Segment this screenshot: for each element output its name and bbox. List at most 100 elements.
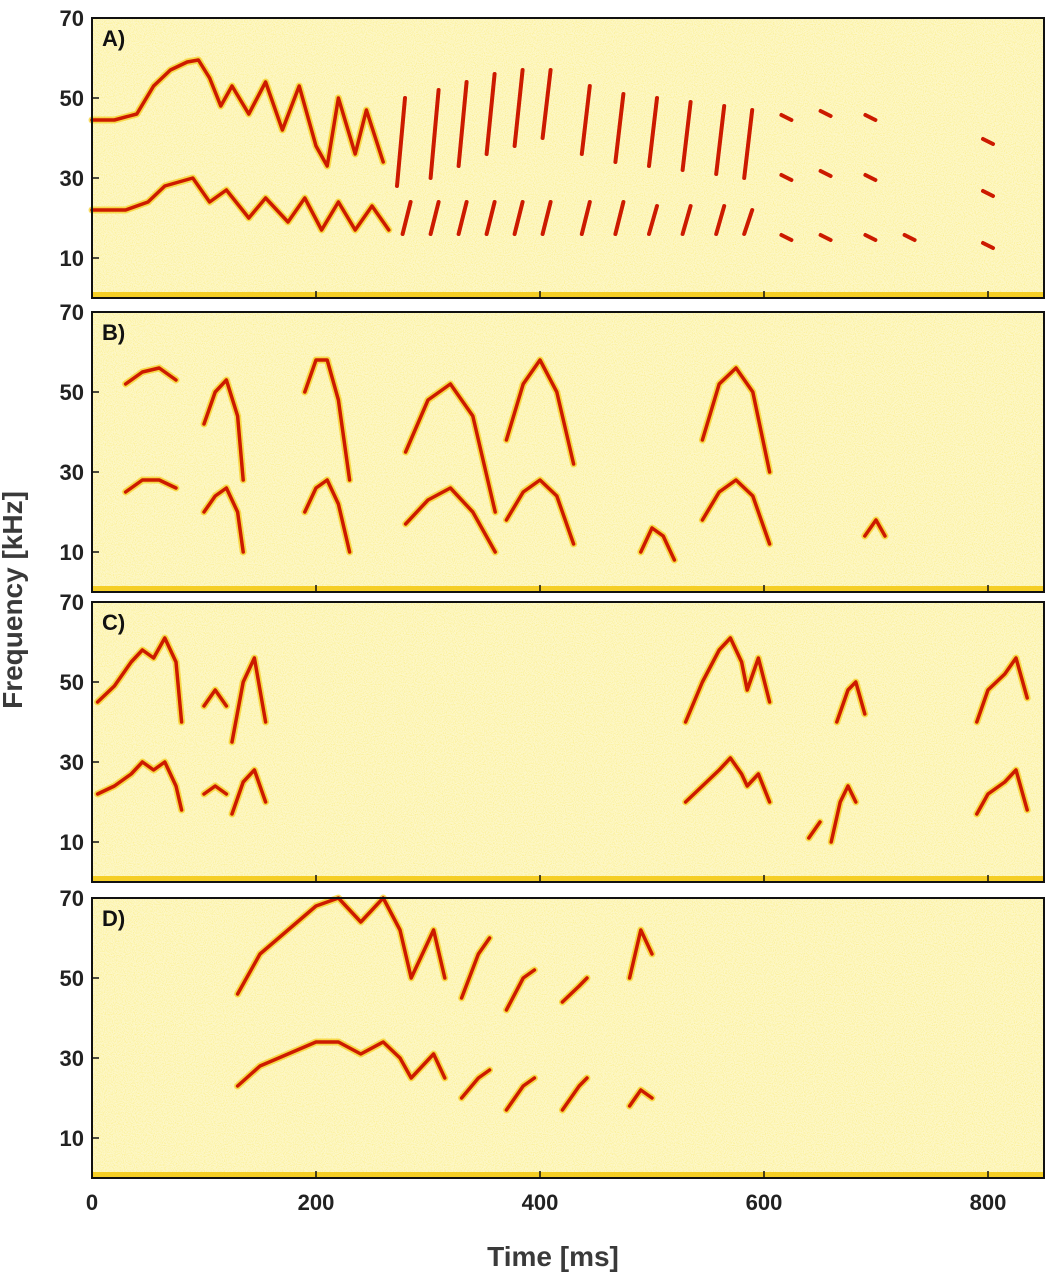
call-contour bbox=[627, 1088, 654, 1108]
y-tick-label: 50 bbox=[60, 380, 84, 405]
call-contour bbox=[504, 358, 576, 466]
call-segment bbox=[742, 208, 755, 236]
y-tick-label: 70 bbox=[60, 590, 84, 615]
call-contour bbox=[202, 688, 229, 708]
call-dot bbox=[981, 137, 995, 146]
call-segment bbox=[579, 200, 592, 236]
call-contour bbox=[975, 768, 1029, 816]
call-contour bbox=[235, 1040, 447, 1088]
call-contour bbox=[303, 478, 352, 554]
call-contour bbox=[202, 784, 229, 796]
call-contour bbox=[303, 358, 352, 482]
y-tick-label: 10 bbox=[60, 540, 84, 565]
noise-texture bbox=[92, 602, 1044, 882]
call-segment bbox=[512, 200, 525, 236]
low-frequency-band bbox=[92, 292, 1044, 298]
call-segment bbox=[742, 108, 755, 180]
panel-label: D) bbox=[102, 906, 125, 931]
call-segment bbox=[540, 200, 553, 236]
panel-frame bbox=[91, 17, 1045, 299]
call-contour bbox=[975, 656, 1029, 724]
call-contour bbox=[683, 636, 772, 724]
call-contour bbox=[403, 382, 497, 514]
y-tick-label: 70 bbox=[60, 6, 84, 31]
y-tick-label: 10 bbox=[60, 830, 84, 855]
y-tick-label: 50 bbox=[60, 670, 84, 695]
call-contour bbox=[202, 486, 245, 554]
call-segment bbox=[395, 96, 407, 188]
call-dot bbox=[863, 233, 878, 242]
call-dot bbox=[779, 113, 794, 122]
call-dot bbox=[863, 173, 878, 182]
call-segment bbox=[428, 88, 441, 180]
y-tick-label: 30 bbox=[60, 1046, 84, 1071]
panel-frame bbox=[91, 311, 1045, 593]
noise-texture bbox=[92, 18, 1044, 298]
call-contour bbox=[123, 366, 178, 386]
call-contour bbox=[403, 486, 497, 554]
call-segment bbox=[647, 204, 659, 236]
x-tick-label: 0 bbox=[86, 1190, 98, 1215]
panel-frame bbox=[91, 897, 1045, 1179]
y-tick-label: 10 bbox=[60, 1126, 84, 1151]
low-frequency-band bbox=[92, 586, 1044, 592]
panel-label: C) bbox=[102, 610, 125, 635]
call-contour bbox=[835, 680, 867, 724]
call-contour bbox=[90, 58, 385, 168]
call-segment bbox=[613, 92, 626, 164]
call-dot bbox=[779, 173, 794, 182]
panel-frame bbox=[91, 601, 1045, 883]
y-axis-label: Frequency [kHz] bbox=[0, 491, 28, 709]
y-tick-label: 70 bbox=[60, 886, 84, 911]
y-tick-label: 30 bbox=[60, 460, 84, 485]
call-segment bbox=[456, 200, 469, 236]
x-tick-label: 800 bbox=[970, 1190, 1007, 1215]
call-dot bbox=[981, 241, 995, 250]
spectrogram-panel-2: 10 30 50 70 B) bbox=[60, 300, 1045, 593]
call-dot bbox=[863, 113, 878, 122]
noise-texture bbox=[92, 898, 1044, 1178]
call-contour bbox=[504, 1076, 537, 1112]
call-dot bbox=[818, 169, 833, 178]
panel-label: B) bbox=[102, 320, 125, 345]
call-contour bbox=[504, 478, 576, 546]
call-contour bbox=[627, 928, 654, 980]
spectrogram-panel-1: 10 30 50 70 A) bbox=[60, 6, 1045, 299]
call-contour bbox=[560, 976, 589, 1004]
call-contour bbox=[683, 756, 772, 804]
y-tick-label: 70 bbox=[60, 300, 84, 325]
call-contour bbox=[235, 896, 447, 996]
call-contour bbox=[829, 784, 858, 844]
low-frequency-band bbox=[92, 876, 1044, 882]
call-contour bbox=[504, 968, 537, 1012]
y-tick-label: 50 bbox=[60, 966, 84, 991]
call-contour bbox=[230, 768, 268, 816]
x-tick-label: 200 bbox=[298, 1190, 335, 1215]
call-contour bbox=[95, 636, 184, 724]
y-tick-label: 30 bbox=[60, 750, 84, 775]
call-segment bbox=[484, 72, 497, 156]
call-contour bbox=[202, 378, 245, 482]
call-segment bbox=[647, 96, 659, 168]
x-tick-label: 600 bbox=[746, 1190, 783, 1215]
call-segment bbox=[613, 200, 626, 236]
call-segment bbox=[714, 104, 727, 176]
call-contour bbox=[807, 820, 822, 840]
call-dot bbox=[779, 233, 794, 242]
low-frequency-band bbox=[92, 1172, 1044, 1178]
call-segment bbox=[680, 100, 693, 172]
call-contour bbox=[700, 366, 772, 474]
call-contour bbox=[560, 1076, 589, 1112]
call-segment bbox=[456, 80, 469, 168]
call-contour bbox=[639, 526, 677, 562]
call-dot bbox=[902, 233, 917, 242]
spectrogram-panel-4: 10 30 50 70 D) bbox=[60, 886, 1045, 1179]
call-segment bbox=[400, 200, 413, 236]
x-tick-label: 400 bbox=[522, 1190, 559, 1215]
spectrogram-panel-3: 10 30 50 70 C) bbox=[60, 590, 1045, 883]
call-contour bbox=[459, 1068, 492, 1100]
call-contour bbox=[863, 518, 887, 538]
call-segment bbox=[714, 204, 727, 236]
y-tick-label: 30 bbox=[60, 166, 84, 191]
